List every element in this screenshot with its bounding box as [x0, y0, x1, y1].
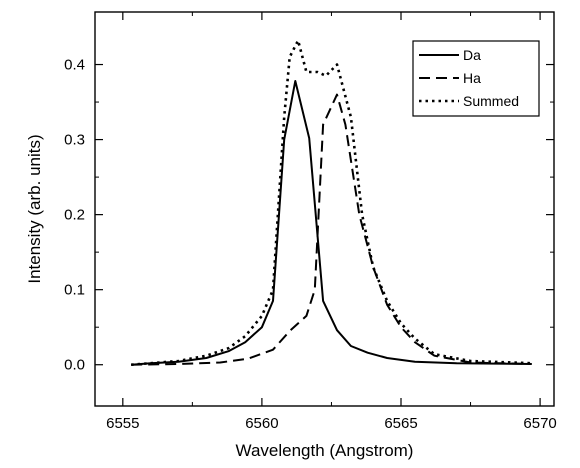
y-tick-label: 0.0: [64, 357, 85, 374]
axis-ticks: [95, 12, 554, 406]
x-tick-label: 6560: [245, 415, 278, 432]
legend-label-ha: Ha: [463, 70, 481, 86]
x-tick-label: 6555: [106, 415, 139, 432]
tick-labels: 6555 6560 6565 6570 0.0 0.1 0.2 0.3 0.4: [64, 57, 557, 432]
legend: Da Ha Summed: [412, 40, 540, 117]
x-axis-label: Wavelength (Angstrom): [236, 441, 414, 460]
series-layer: [131, 39, 532, 366]
legend-box: [412, 40, 540, 117]
plot-area-frame: [94, 11, 555, 407]
legend-label-da: Da: [463, 47, 481, 63]
series-line-da: [131, 80, 532, 366]
series-line-ha: [131, 93, 532, 366]
y-tick-label: 0.2: [64, 207, 85, 224]
x-tick-label: 6570: [523, 415, 556, 432]
y-tick-label: 0.3: [64, 132, 85, 149]
y-tick-label: 0.1: [64, 282, 85, 299]
x-tick-label: 6565: [384, 415, 417, 432]
series-line-summed: [131, 39, 532, 366]
y-tick-label: 0.4: [64, 57, 85, 74]
y-axis-label: Intensity (arb. units): [25, 134, 44, 283]
legend-label-summed: Summed: [463, 93, 519, 109]
